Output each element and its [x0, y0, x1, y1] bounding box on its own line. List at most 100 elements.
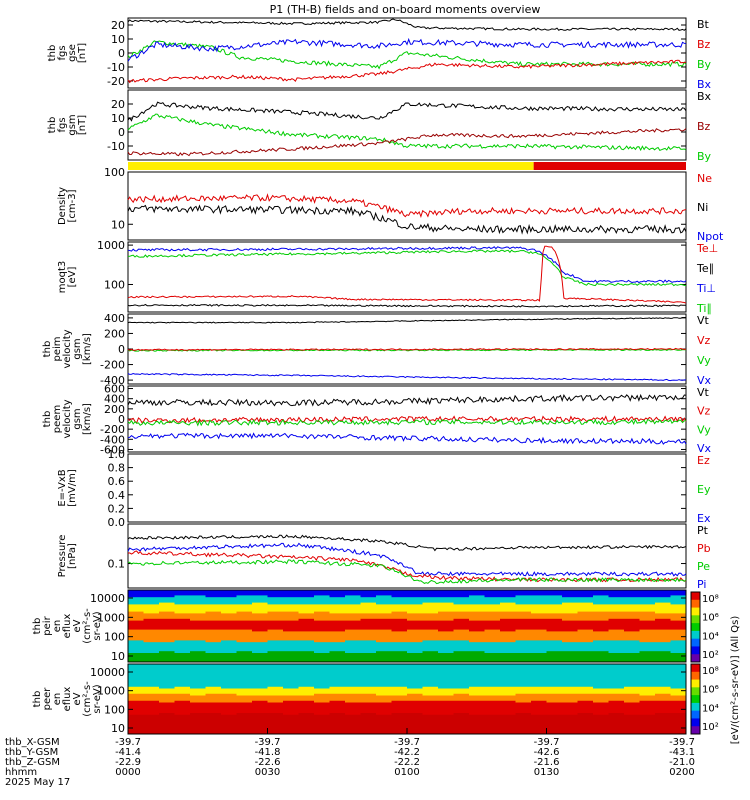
spectrogram-cell — [422, 597, 439, 600]
spectrogram-cell — [283, 635, 299, 638]
spectrogram-cell — [407, 618, 423, 622]
spectrogram-cell — [469, 679, 485, 682]
spectrogram-cell — [283, 604, 299, 607]
spectrogram-cell — [205, 711, 222, 714]
spectrogram-cell — [283, 683, 299, 686]
spectrogram-cell — [639, 669, 656, 672]
spectrogram-cell — [236, 707, 253, 710]
spectrogram-cell — [639, 599, 656, 602]
spectrogram-cell — [143, 597, 160, 600]
spectrogram-cell — [205, 604, 222, 607]
spectrogram-cell — [283, 636, 299, 640]
spectrogram-cell — [608, 642, 625, 645]
spectrogram-cell — [345, 644, 361, 647]
spectrogram-cell — [515, 711, 532, 714]
spectrogram-cell — [624, 656, 640, 659]
spectrogram-cell — [128, 699, 144, 702]
spectrogram-cell — [670, 615, 687, 618]
spectrogram-cell — [376, 706, 392, 709]
spectrogram-cell — [267, 711, 284, 714]
spectrogram-cell — [562, 721, 578, 724]
spectrogram-cell — [422, 672, 439, 675]
spectrogram-cell — [546, 714, 563, 717]
spectrogram-cell — [190, 720, 206, 723]
spectrogram-cell — [500, 704, 516, 707]
spectrogram-cell — [484, 699, 501, 702]
spectrogram-cell — [143, 671, 160, 674]
spectrogram-cell — [128, 660, 144, 663]
spectrogram-cell — [329, 660, 346, 663]
spectrogram-cell — [159, 718, 175, 721]
legend-entry: Te⊥ — [696, 242, 718, 255]
time-axis-value: -42.6 — [534, 747, 560, 758]
spectrogram-cell — [639, 667, 656, 670]
spectrogram-cell — [500, 600, 516, 604]
spectrogram-cell — [593, 685, 609, 688]
spectrogram-cell — [469, 728, 485, 731]
spectrogram-cell — [577, 711, 594, 714]
spectrogram-cell — [298, 676, 315, 679]
spectrogram-cell — [360, 714, 377, 717]
spectrogram-cell — [329, 664, 346, 667]
spectrogram-cell — [593, 613, 609, 616]
spectrogram-cell — [484, 685, 501, 688]
spectrogram-cell — [608, 674, 625, 677]
spectrogram-cell — [453, 725, 470, 728]
spectrogram-cell — [360, 700, 377, 703]
spectrogram-cell — [128, 732, 144, 735]
spectrogram-cell — [267, 593, 284, 596]
spectrogram-cell — [190, 727, 206, 730]
y-tick-label: -20 — [107, 75, 125, 88]
spectrogram-cell — [577, 602, 594, 605]
spectrogram-cell — [298, 595, 315, 598]
spectrogram-cell — [453, 599, 470, 602]
spectrogram-cell — [391, 653, 408, 656]
spectrogram-cell — [345, 618, 361, 622]
spectrogram-cell — [562, 676, 578, 679]
spectrogram-cell — [670, 624, 687, 627]
spectrogram-cell — [562, 647, 578, 650]
spectrogram-cell — [422, 725, 439, 728]
spectrogram-cell — [639, 591, 656, 595]
spectrogram-cell — [484, 686, 501, 689]
spectrogram-cell — [484, 660, 501, 663]
spectrogram-cell — [174, 631, 191, 634]
spectrogram-cell — [329, 658, 346, 661]
spectrogram-cell — [298, 711, 315, 714]
spectrogram-cell — [577, 651, 594, 654]
spectrogram-cell — [500, 683, 516, 686]
spectrogram-cell — [252, 690, 268, 693]
y-axis-label: Density — [57, 187, 68, 225]
spectrogram-cell — [422, 645, 439, 649]
spectrogram-cell — [515, 725, 532, 728]
spectrogram-cell — [484, 611, 501, 614]
spectrogram-cell — [531, 626, 547, 629]
spectrogram-cell — [407, 664, 423, 667]
spectrogram-cell — [143, 595, 160, 598]
spectrogram-cell — [267, 732, 284, 735]
spectrogram-cell — [205, 714, 222, 717]
spectrogram-cell — [500, 697, 516, 700]
y-tick-label: 10 — [111, 33, 125, 46]
spectrogram-cell — [298, 720, 315, 723]
spectrogram-cell — [500, 688, 516, 691]
spectrogram-cell — [484, 645, 501, 649]
spectrogram-cell — [515, 593, 532, 596]
spectrogram-cell — [453, 674, 470, 677]
spectrogram-cell — [407, 699, 423, 702]
spectrogram-cell — [190, 706, 206, 709]
spectrogram-cell — [252, 704, 268, 707]
spectrogram-cell — [453, 714, 470, 717]
spectrogram-cell — [283, 618, 299, 622]
spectrogram-cell — [345, 602, 361, 605]
spectrogram-cell — [143, 645, 160, 649]
spectrogram-cell — [531, 711, 547, 714]
spectrogram-cell — [608, 635, 625, 638]
spectrogram-cell — [531, 591, 547, 595]
spectrogram-cell — [422, 638, 439, 641]
spectrogram-cell — [484, 626, 501, 629]
spectrogram-cell — [205, 629, 222, 632]
spectrogram-cell — [360, 693, 377, 696]
spectrogram-cell — [422, 627, 439, 631]
spectrogram-cell — [376, 671, 392, 674]
